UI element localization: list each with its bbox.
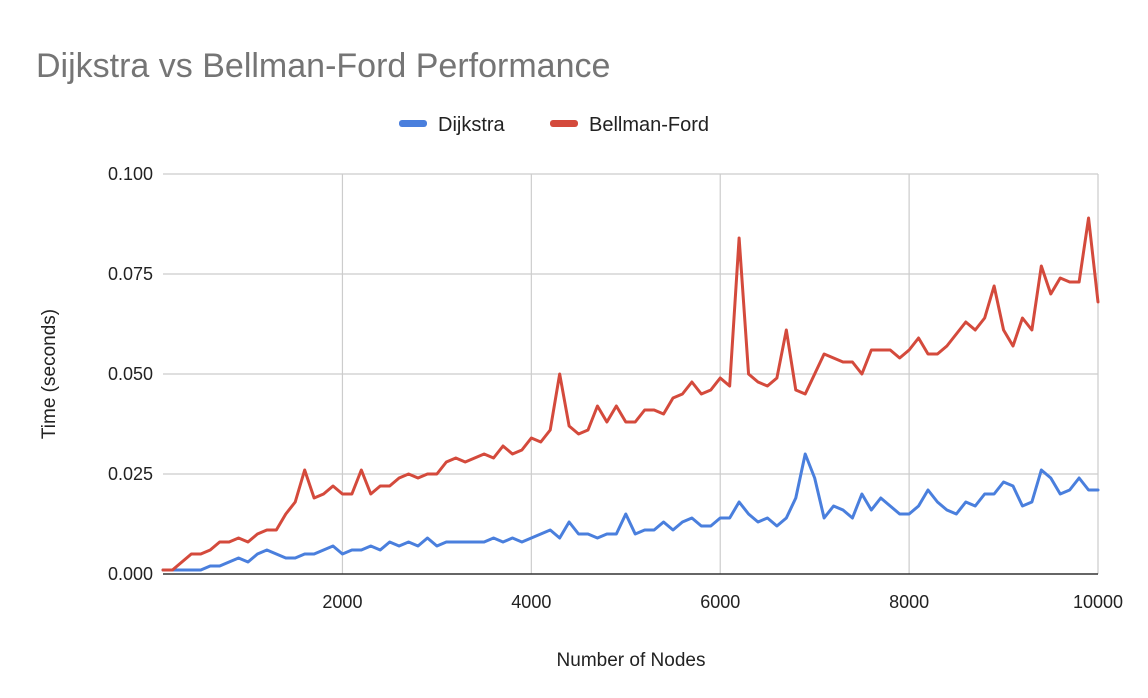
y-axis-label: Time (seconds) bbox=[39, 309, 60, 439]
series-lines bbox=[161, 216, 1100, 572]
legend-label-dijkstra: Dijkstra bbox=[438, 114, 506, 136]
series-line-dijkstra bbox=[161, 452, 1100, 572]
legend-label-bellman-ford: Bellman-Ford bbox=[589, 114, 709, 136]
x-tick-label: 6000 bbox=[700, 592, 740, 612]
y-tick-label: 0.100 bbox=[108, 164, 153, 184]
x-tick-label: 2000 bbox=[322, 592, 362, 612]
x-axis-label: Number of Nodes bbox=[557, 650, 706, 671]
y-tick-label: 0.050 bbox=[108, 364, 153, 384]
chart-title: Dijkstra vs Bellman-Ford Performance bbox=[36, 47, 610, 85]
series-line-bellman-ford bbox=[161, 216, 1100, 572]
x-tick-label: 4000 bbox=[511, 592, 551, 612]
y-tick-label: 0.025 bbox=[108, 464, 153, 484]
legend-swatch-bellman-ford bbox=[550, 120, 578, 127]
tick-labels: 0.000 0.025 0.050 0.075 0.100 2000 4000 6000 800… bbox=[108, 164, 1123, 612]
x-tick-label: 10000 bbox=[1073, 592, 1123, 612]
y-tick-label: 0.000 bbox=[108, 564, 153, 584]
legend: Dijkstra Bellman-Ford bbox=[399, 114, 709, 136]
legend-swatch-dijkstra bbox=[399, 120, 427, 127]
grid bbox=[163, 173, 1099, 575]
y-tick-label: 0.075 bbox=[108, 264, 153, 284]
x-tick-label: 8000 bbox=[889, 592, 929, 612]
